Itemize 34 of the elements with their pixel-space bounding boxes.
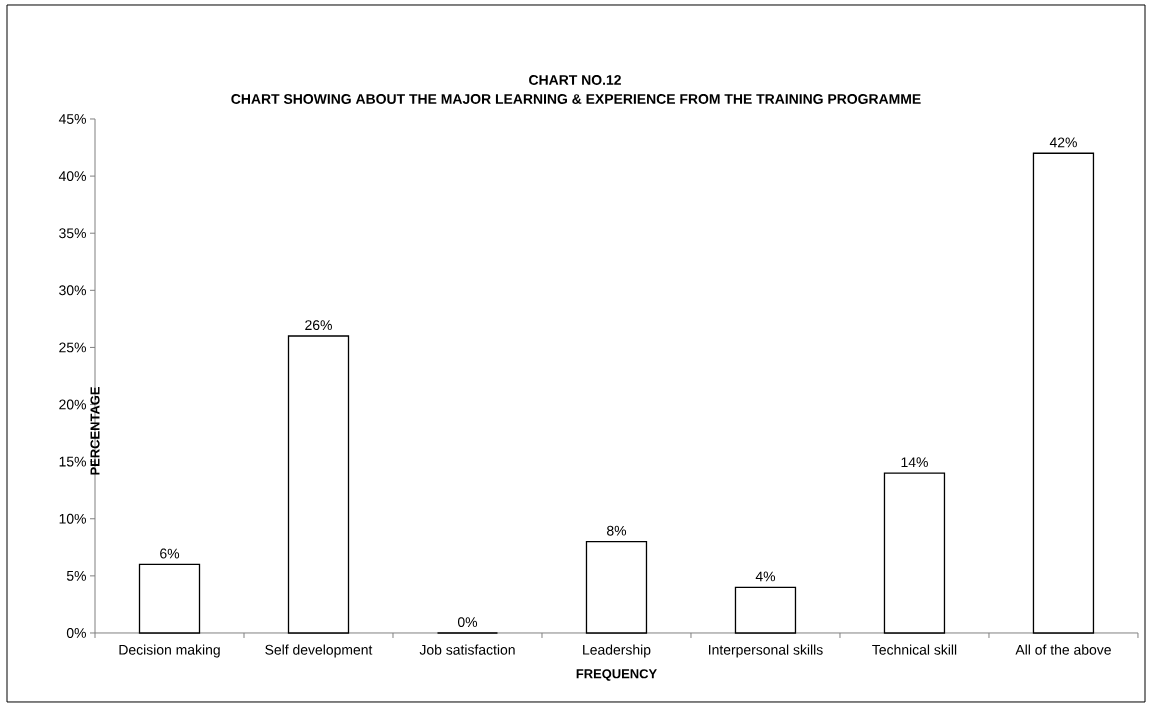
x-tick-label: Interpersonal skills: [709, 644, 823, 658]
y-tick-label: 20%: [59, 399, 86, 410]
data-label: 8%: [607, 525, 627, 536]
x-tick-label: Self development: [265, 644, 373, 658]
bar: [138, 563, 201, 634]
data-label: 4%: [755, 571, 776, 582]
x-axis-title: FREQUENCY: [576, 669, 657, 681]
y-tick-label: 45%: [58, 114, 86, 124]
data-label: 42%: [1049, 137, 1077, 148]
x-tick-label: All of the above: [1015, 644, 1111, 655]
bar: [734, 586, 797, 634]
bar: [287, 335, 350, 634]
y-tick-label: 40%: [58, 171, 86, 182]
data-label: 0%: [457, 617, 478, 628]
bar: [1032, 152, 1095, 634]
y-tick-label: 0%: [66, 628, 86, 638]
y-tick-label: 5%: [66, 570, 86, 581]
bar: [585, 540, 648, 634]
y-tick-label: 15%: [59, 456, 86, 467]
y-tick-label: 30%: [59, 285, 86, 296]
chart-subtitle: CHART SHOWING ABOUT THE MAJOR LEARNING & EXPERIENCE FROM THE TRAINING PROGRAMME: [231, 94, 921, 104]
y-tick-label: 10%: [59, 513, 86, 524]
y-axis-title: PERCENTAGE: [90, 386, 100, 475]
data-label: 26%: [305, 320, 332, 331]
x-tick-label: Leadership: [583, 644, 651, 658]
bar: [883, 472, 946, 634]
x-tick-label: Decision making: [119, 644, 220, 658]
chart-title: CHART NO.12: [529, 75, 621, 85]
y-tick-label: 35%: [59, 228, 86, 239]
x-tick-label: Technical skill: [872, 644, 957, 655]
x-tick-label: Job satisfaction: [419, 644, 515, 655]
y-tick-label: 25%: [59, 342, 86, 353]
data-label: 14%: [901, 457, 928, 468]
data-label: 6%: [160, 548, 180, 559]
